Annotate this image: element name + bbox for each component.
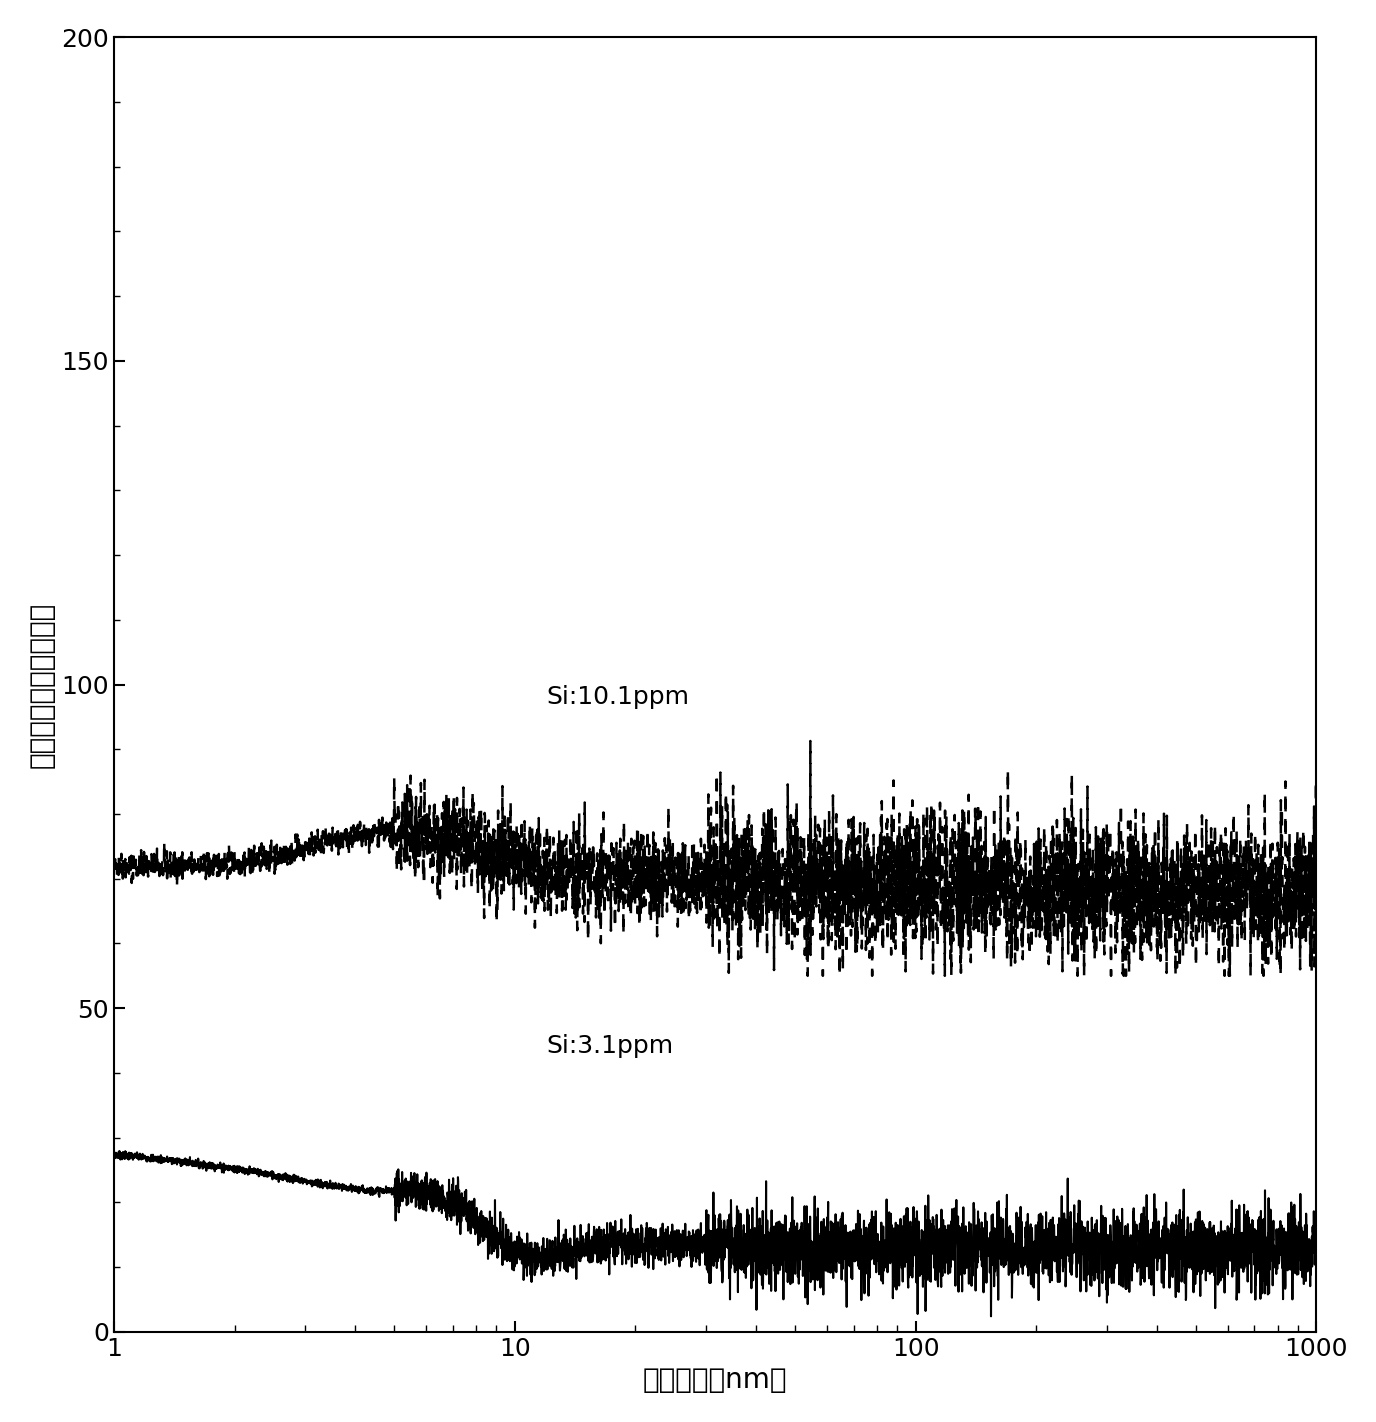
Text: Si:3.1ppm: Si:3.1ppm	[546, 1034, 674, 1058]
X-axis label: 经过时间（nm）: 经过时间（nm）	[643, 1367, 787, 1394]
Text: Si:10.1ppm: Si:10.1ppm	[546, 685, 689, 710]
Y-axis label: 残光强度（任意单位）: 残光强度（任意单位）	[28, 602, 56, 768]
